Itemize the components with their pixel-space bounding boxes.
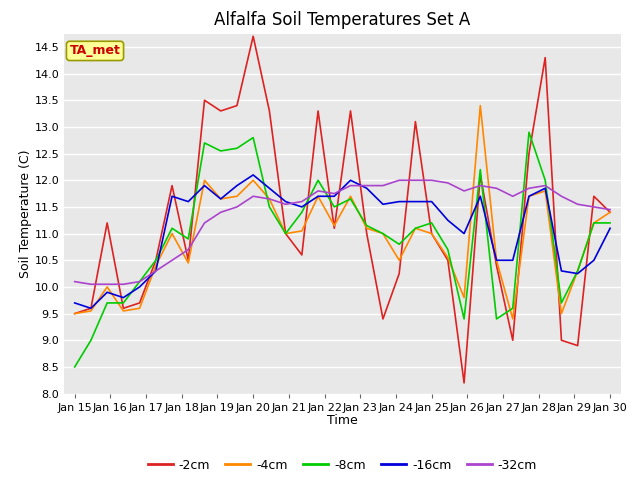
Text: TA_met: TA_met — [70, 44, 120, 58]
Legend: -2cm, -4cm, -8cm, -16cm, -32cm: -2cm, -4cm, -8cm, -16cm, -32cm — [143, 454, 542, 477]
X-axis label: Time: Time — [327, 414, 358, 427]
Y-axis label: Soil Temperature (C): Soil Temperature (C) — [19, 149, 31, 278]
Title: Alfalfa Soil Temperatures Set A: Alfalfa Soil Temperatures Set A — [214, 11, 470, 29]
